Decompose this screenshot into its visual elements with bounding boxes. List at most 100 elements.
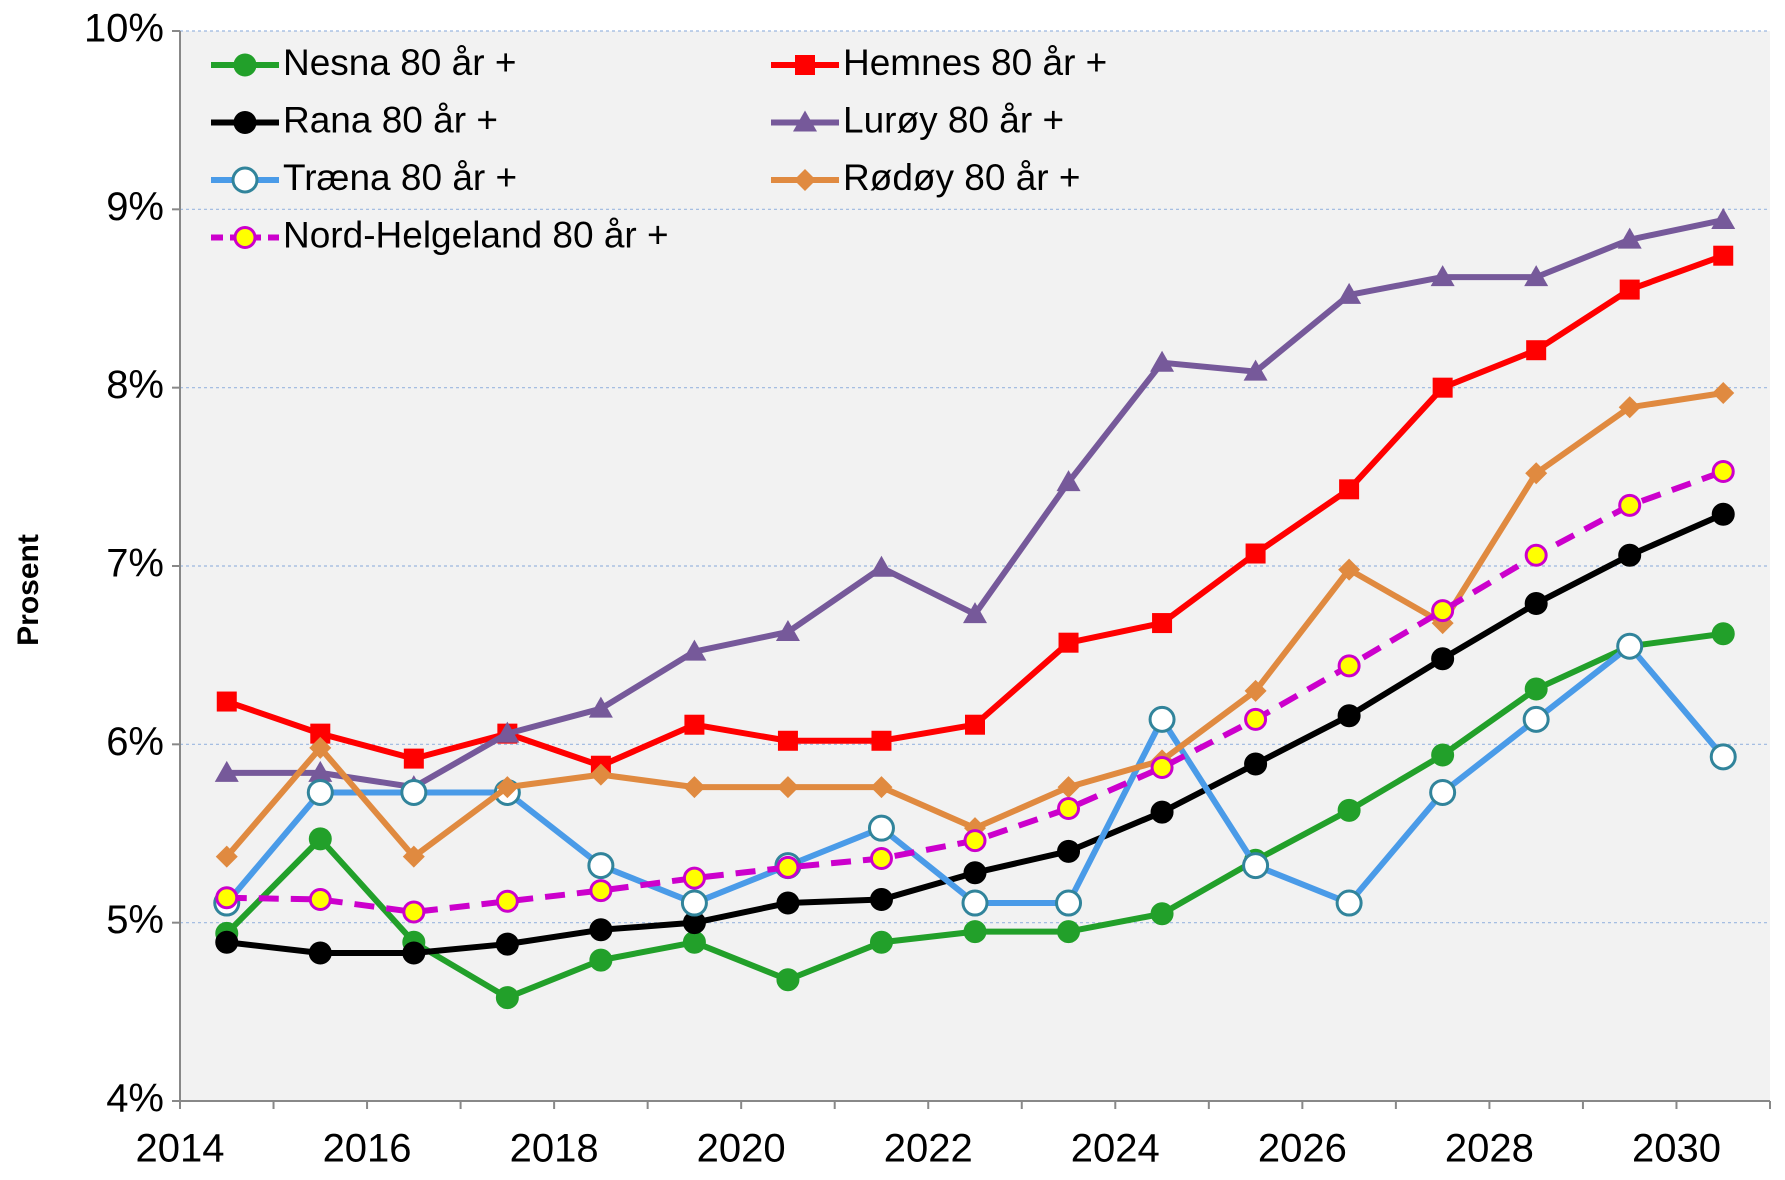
series bbox=[214, 208, 1736, 797]
marker bbox=[1709, 743, 1737, 771]
marker bbox=[233, 226, 257, 249]
legend-item: Hemnes 80 år + bbox=[771, 42, 1107, 83]
marker bbox=[965, 714, 985, 735]
marker bbox=[403, 748, 424, 769]
marker bbox=[496, 776, 519, 799]
marker bbox=[682, 930, 706, 954]
marker bbox=[1337, 704, 1361, 728]
marker bbox=[308, 941, 332, 965]
marker bbox=[1339, 479, 1360, 500]
marker bbox=[1337, 798, 1361, 822]
marker bbox=[1429, 778, 1457, 806]
marker bbox=[1244, 752, 1268, 776]
marker bbox=[1057, 920, 1081, 944]
marker bbox=[402, 845, 425, 868]
marker bbox=[1057, 797, 1081, 821]
marker bbox=[1056, 470, 1081, 492]
marker bbox=[1148, 705, 1176, 733]
marker bbox=[589, 879, 613, 903]
legend-label: Rana 80 år + bbox=[283, 99, 498, 140]
marker bbox=[589, 763, 612, 786]
marker bbox=[682, 639, 707, 661]
marker bbox=[1711, 502, 1735, 526]
marker bbox=[869, 846, 893, 870]
marker bbox=[1618, 396, 1641, 419]
marker bbox=[961, 889, 989, 917]
marker bbox=[1243, 359, 1268, 381]
marker bbox=[495, 932, 519, 956]
marker bbox=[310, 723, 331, 744]
marker bbox=[1431, 743, 1455, 767]
marker bbox=[215, 886, 239, 910]
marker bbox=[870, 776, 893, 799]
marker bbox=[776, 968, 800, 992]
marker bbox=[1244, 679, 1267, 702]
legend-label: Nesna 80 år + bbox=[283, 42, 516, 83]
y-tick-label: 5% bbox=[106, 898, 164, 942]
marker bbox=[1242, 852, 1270, 880]
marker bbox=[1526, 340, 1547, 361]
marker bbox=[231, 166, 259, 194]
series bbox=[216, 245, 1734, 776]
marker bbox=[1616, 632, 1644, 660]
marker bbox=[402, 941, 426, 965]
marker bbox=[1711, 208, 1736, 230]
legend-item: Nord-Helgeland 80 år + bbox=[211, 214, 669, 255]
y-tick-label: 6% bbox=[106, 720, 164, 764]
marker bbox=[1337, 654, 1361, 678]
marker bbox=[867, 814, 895, 842]
marker bbox=[1055, 889, 1083, 917]
legend-item: Rana 80 år + bbox=[211, 99, 498, 140]
marker bbox=[587, 852, 615, 880]
marker bbox=[1431, 599, 1455, 623]
marker bbox=[1058, 632, 1079, 653]
marker bbox=[777, 730, 798, 751]
marker bbox=[795, 55, 815, 75]
marker bbox=[1522, 705, 1550, 733]
marker bbox=[1619, 279, 1640, 300]
marker bbox=[233, 53, 257, 77]
series bbox=[215, 502, 1735, 965]
legend-item: Rødøy 80 år + bbox=[771, 157, 1081, 198]
marker bbox=[963, 920, 987, 944]
marker bbox=[214, 760, 239, 782]
marker bbox=[1525, 462, 1548, 485]
marker bbox=[1711, 622, 1735, 646]
x-tick-label: 2022 bbox=[884, 1127, 973, 1171]
marker bbox=[963, 829, 987, 853]
marker bbox=[1711, 459, 1735, 483]
legend-item: Nesna 80 år + bbox=[211, 42, 516, 83]
marker bbox=[1432, 377, 1453, 398]
marker bbox=[963, 861, 987, 885]
marker bbox=[588, 696, 613, 718]
marker bbox=[776, 855, 800, 879]
marker bbox=[1712, 382, 1735, 405]
x-tick-label: 2024 bbox=[1071, 1127, 1160, 1171]
y-tick-label: 4% bbox=[106, 1077, 164, 1121]
marker bbox=[684, 714, 705, 735]
marker bbox=[776, 776, 799, 799]
marker bbox=[1150, 800, 1174, 824]
marker bbox=[1524, 543, 1548, 567]
marker bbox=[1150, 902, 1174, 926]
marker bbox=[589, 948, 613, 972]
marker bbox=[495, 721, 520, 743]
marker bbox=[233, 111, 257, 134]
marker bbox=[400, 778, 428, 806]
x-tick-label: 2014 bbox=[136, 1127, 225, 1171]
marker bbox=[1713, 245, 1734, 266]
marker bbox=[869, 887, 893, 911]
marker bbox=[589, 918, 613, 942]
legend-label: Træna 80 år + bbox=[283, 157, 517, 198]
marker bbox=[309, 736, 332, 759]
marker bbox=[869, 555, 894, 577]
marker bbox=[1618, 493, 1642, 517]
marker bbox=[869, 930, 893, 954]
marker bbox=[1057, 776, 1080, 799]
marker bbox=[308, 827, 332, 851]
series bbox=[213, 632, 1737, 917]
marker bbox=[794, 169, 816, 191]
legend-label: Hemnes 80 år + bbox=[843, 42, 1107, 83]
marker bbox=[1617, 227, 1642, 249]
